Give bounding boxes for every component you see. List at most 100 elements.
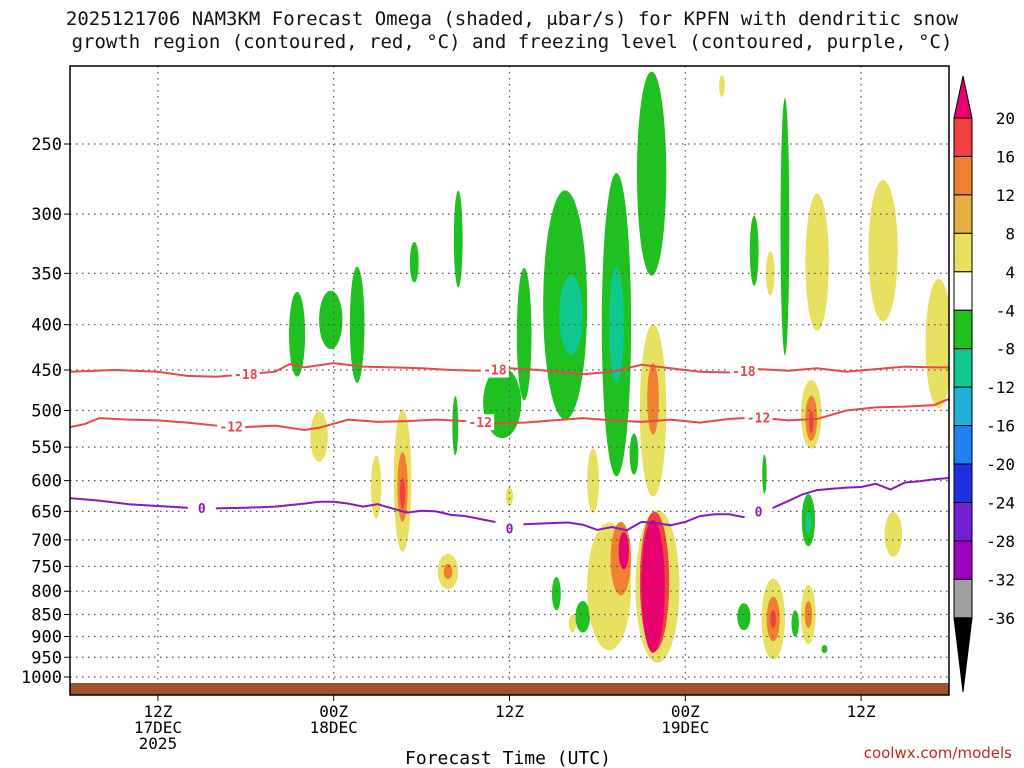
omega-cell-35: [629, 433, 639, 475]
omega-cell-53: [805, 511, 812, 535]
y-tick-label: 600: [31, 472, 62, 492]
x-tick-label: 2025: [139, 734, 178, 753]
y-tick-label: 900: [31, 627, 62, 647]
colorbar-label: -16: [986, 417, 1015, 436]
omega-cell-28: [551, 576, 561, 611]
colorbar-swatch: [953, 540, 973, 580]
contour-label-bg: [187, 500, 216, 517]
omega-cell-2: [349, 266, 365, 383]
x-tick-label: 19DEC: [661, 718, 709, 737]
colorbar-label: -36: [986, 609, 1015, 628]
omega-cell-25: [443, 563, 453, 580]
omega-cell-14: [780, 98, 790, 356]
y-tick-label: 300: [31, 205, 62, 225]
omega-cell-12: [718, 75, 725, 97]
omega-cell-4: [453, 190, 463, 288]
contour-label: -12: [747, 411, 770, 426]
x-tick-label: 00Z: [319, 702, 348, 721]
omega-cell-34: [618, 531, 629, 570]
omega-cell-27: [505, 487, 514, 506]
y-tick-label: 550: [31, 438, 62, 458]
omega-cell-41: [737, 603, 751, 631]
omega-cell-29: [568, 614, 577, 633]
omega-cell-51: [809, 410, 814, 434]
x-tick-label: 17DEC: [134, 718, 182, 737]
x-tick-label: 00Z: [671, 702, 700, 721]
y-tick-label: 950: [31, 648, 62, 668]
contour--12: [69, 397, 950, 432]
contour-label-bg: [744, 503, 773, 520]
colorbar-label: 12: [996, 186, 1015, 205]
y-tick-label: 1000: [21, 668, 62, 688]
y-tick-label: 800: [31, 582, 62, 602]
colorbar-bottom-arrow: [953, 617, 973, 693]
contour-label: -18: [732, 365, 756, 380]
omega-cell-30: [575, 601, 591, 633]
omega-cell-20: [371, 455, 382, 519]
colorbar-label: -28: [986, 532, 1015, 551]
omega-cell-11: [636, 71, 667, 276]
x-tick-label: 18DEC: [310, 718, 358, 737]
contour-label-bg: [231, 366, 260, 383]
colorbar-swatch: [953, 194, 973, 234]
y-tick-label: 350: [31, 264, 62, 284]
omega-cell-40: [647, 363, 659, 435]
y-tick-label: 650: [31, 502, 62, 522]
omega-cell-1: [319, 290, 343, 350]
omega-cell-26: [452, 395, 459, 456]
colorbar-label: 16: [996, 147, 1015, 166]
omega-cell-48: [821, 644, 828, 654]
omega-cell-45: [791, 610, 799, 637]
omega-cell-19: [310, 411, 328, 462]
omega-cell-17: [868, 180, 898, 322]
y-tick-label: 500: [31, 402, 62, 422]
x-tick-label: 12Z: [847, 702, 876, 721]
chart-title-line1: 2025121706 NAM3KM Forecast Omega (shaded…: [65, 8, 959, 30]
x-tick-label: 12Z: [143, 702, 172, 721]
chart-title-line2: growth region (contoured, red, °C) and f…: [71, 31, 953, 53]
omega-cell-13: [749, 215, 759, 286]
contour-label-bg: [744, 409, 773, 426]
colorbar-swatch: [953, 463, 973, 503]
omega-cell-16: [805, 193, 829, 331]
y-axis: 2503003504004505005506006507007508008509…: [21, 135, 70, 688]
y-tick-label: 250: [31, 135, 62, 155]
colorbar-label: -24: [986, 494, 1015, 513]
colorbar-label: -32: [986, 570, 1015, 589]
colorbar-swatch: [953, 425, 973, 465]
colorbar-swatch: [953, 502, 973, 542]
colorbar-swatch: [953, 386, 973, 427]
colorbar-top-arrow: [953, 75, 973, 119]
omega-cell-54: [762, 454, 767, 494]
y-tick-label: 450: [31, 361, 62, 381]
x-axis-title: Forecast Time (UTC): [405, 748, 611, 768]
contour-label: -12: [468, 416, 491, 431]
contour-label-bg: [466, 414, 495, 431]
contour-label-bg: [480, 361, 509, 378]
temperature-contours: -18 -18 -18 -12 -12 -12 0 0 0: [69, 361, 950, 538]
omega-shading: [289, 71, 949, 663]
omega-cell-44: [770, 610, 777, 628]
contour-label: -18: [483, 364, 507, 379]
omega-cell-38: [641, 520, 665, 653]
ground-terrain: [70, 683, 949, 695]
colorbar: 20 16 12 8 4 -4 -8 -12 -16 -20 -24 -28 -32 -36: [953, 75, 1015, 693]
credit-text: coolwx.com/models: [863, 744, 1012, 762]
omega-cell-3: [409, 241, 419, 283]
colorbar-label: -20: [986, 455, 1015, 474]
colorbar-swatch: [953, 271, 973, 311]
omega-cell-8: [559, 275, 583, 355]
colorbar-swatch: [953, 348, 973, 388]
contour-label-bg: [495, 520, 524, 537]
omega-cell-55: [884, 512, 903, 557]
omega-cell-0: [289, 291, 306, 377]
colorbar-label: 4: [1005, 263, 1015, 282]
contour-label-bg: [729, 362, 758, 379]
colorbar-swatch: [953, 232, 973, 273]
y-tick-label: 850: [31, 606, 62, 626]
colorbar-swatch: [953, 309, 973, 350]
colorbar-label: -8: [996, 340, 1015, 359]
colorbar-swatch: [953, 117, 973, 157]
y-tick-label: 700: [31, 531, 62, 551]
